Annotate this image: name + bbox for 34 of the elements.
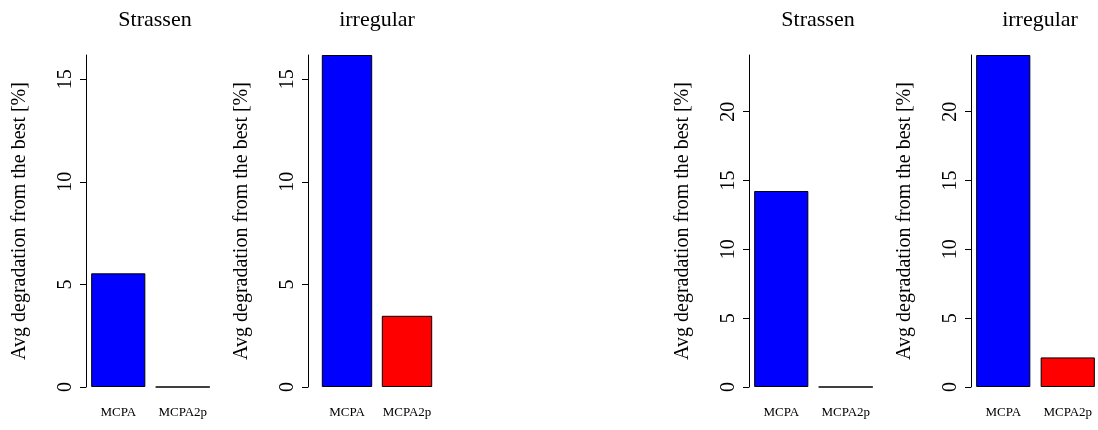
- y-tick-label: 5: [938, 313, 960, 324]
- x-tick-label: MCPA: [329, 404, 366, 419]
- x-tick-label: MCPA: [985, 404, 1022, 419]
- y-axis-title: Avg degradation from the best [%]: [670, 82, 693, 360]
- y-tick-label: 0: [938, 382, 960, 392]
- chart-title: irregular: [1002, 5, 1079, 31]
- chart-title: irregular: [339, 5, 416, 31]
- y-tick-label: 10: [275, 171, 297, 192]
- y-tick-label: 10: [938, 239, 960, 260]
- y-axis-title: Avg degradation from the best [%]: [892, 82, 915, 360]
- x-tick-label: MCPA2p: [1043, 404, 1093, 419]
- chart-title: Strassen: [118, 5, 192, 31]
- x-tick-label: MCPA2p: [382, 404, 432, 419]
- y-axis-title: Avg degradation from the best [%]: [229, 82, 252, 360]
- y-tick-label: 10: [53, 171, 75, 192]
- y-tick-label: 10: [716, 239, 738, 260]
- y-tick-label: 0: [53, 382, 75, 392]
- y-tick-label: 20: [716, 101, 738, 122]
- x-tick-label: MCPA2p: [158, 404, 208, 419]
- y-tick-label: 0: [275, 382, 297, 392]
- y-tick-label: 15: [938, 170, 960, 191]
- y-tick-label: 15: [275, 69, 297, 90]
- y-axis-title: Avg degradation from the best [%]: [7, 82, 30, 360]
- y-tick-label: 5: [275, 279, 297, 290]
- y-tick-label: 5: [716, 313, 738, 324]
- y-tick-label: 5: [53, 279, 75, 290]
- y-tick-label: 20: [938, 101, 960, 122]
- y-tick-label: 15: [716, 170, 738, 191]
- y-tick-label: 0: [716, 382, 738, 392]
- x-tick-label: MCPA: [100, 404, 137, 419]
- chart-title: Strassen: [781, 5, 855, 31]
- x-tick-label: MCPA: [763, 404, 800, 419]
- y-tick-label: 15: [53, 69, 75, 90]
- x-tick-label: MCPA2p: [821, 404, 871, 419]
